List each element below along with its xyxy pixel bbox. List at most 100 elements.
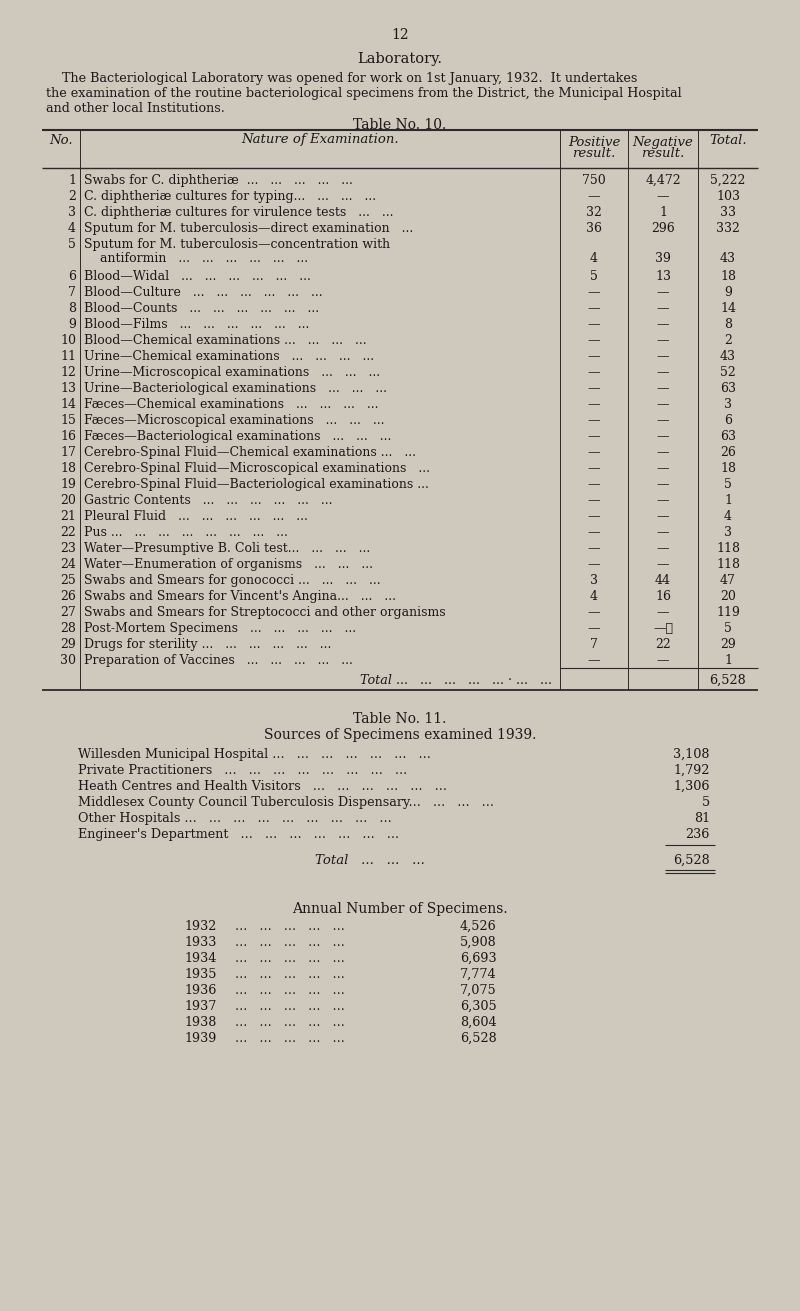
Text: —: — [657, 461, 670, 475]
Text: the examination of the routine bacteriological specimens from the District, the : the examination of the routine bacteriol… [46, 87, 682, 100]
Text: —: — [588, 399, 600, 412]
Text: —: — [657, 446, 670, 459]
Text: —: — [588, 382, 600, 395]
Text: —: — [588, 319, 600, 330]
Text: 2: 2 [68, 190, 76, 203]
Text: 6,305: 6,305 [460, 1000, 497, 1013]
Text: ...   ...   ...   ...   ...: ... ... ... ... ... [235, 1016, 345, 1029]
Text: 26: 26 [60, 590, 76, 603]
Text: ...   ...   ...   ...   ...: ... ... ... ... ... [235, 1000, 345, 1013]
Text: 33: 33 [720, 206, 736, 219]
Text: Table No. 11.: Table No. 11. [354, 712, 446, 726]
Text: Pleural Fluid   ...   ...   ...   ...   ...   ...: Pleural Fluid ... ... ... ... ... ... [84, 510, 308, 523]
Text: Positive: Positive [568, 136, 620, 149]
Text: Urine—Microscopical examinations   ...   ...   ...: Urine—Microscopical examinations ... ...… [84, 366, 380, 379]
Text: 4,526: 4,526 [460, 920, 497, 933]
Text: Engineer's Department   ...   ...   ...   ...   ...   ...   ...: Engineer's Department ... ... ... ... ..… [78, 829, 399, 840]
Text: 18: 18 [720, 270, 736, 283]
Text: 6,528: 6,528 [460, 1032, 497, 1045]
Text: ...   ...   ...   ...   ...: ... ... ... ... ... [235, 936, 345, 949]
Text: 1938: 1938 [185, 1016, 218, 1029]
Text: Swabs for C. diphtheriæ  ...   ...   ...   ...   ...: Swabs for C. diphtheriæ ... ... ... ... … [84, 174, 353, 187]
Text: and other local Institutions.: and other local Institutions. [46, 102, 225, 115]
Text: Gastric Contents   ...   ...   ...   ...   ...   ...: Gastric Contents ... ... ... ... ... ... [84, 494, 333, 507]
Text: 15: 15 [60, 414, 76, 427]
Text: 3: 3 [724, 399, 732, 412]
Text: —: — [588, 541, 600, 555]
Text: Blood—Chemical examinations ...   ...   ...   ...: Blood—Chemical examinations ... ... ... … [84, 334, 366, 347]
Text: Blood—Culture   ...   ...   ...   ...   ...   ...: Blood—Culture ... ... ... ... ... ... [84, 286, 322, 299]
Text: —: — [588, 350, 600, 363]
Text: 7: 7 [590, 638, 598, 652]
Text: Laboratory.: Laboratory. [358, 52, 442, 66]
Text: Table No. 10.: Table No. 10. [354, 118, 446, 132]
Text: 2: 2 [724, 334, 732, 347]
Text: 1933: 1933 [185, 936, 218, 949]
Text: —: — [657, 414, 670, 427]
Text: 1934: 1934 [185, 952, 218, 965]
Text: 16: 16 [60, 430, 76, 443]
Text: Willesden Municipal Hospital ...   ...   ...   ...   ...   ...   ...: Willesden Municipal Hospital ... ... ...… [78, 749, 431, 760]
Text: —: — [588, 558, 600, 572]
Text: Blood—Counts   ...   ...   ...   ...   ...   ...: Blood—Counts ... ... ... ... ... ... [84, 302, 319, 315]
Text: —: — [588, 334, 600, 347]
Text: ...   ...   ...   ...   ...: ... ... ... ... ... [235, 968, 345, 981]
Text: Swabs and Smears for Vincent's Angina...   ...   ...: Swabs and Smears for Vincent's Angina...… [84, 590, 396, 603]
Text: —: — [657, 526, 670, 539]
Text: —: — [588, 654, 600, 667]
Text: —: — [657, 334, 670, 347]
Text: —: — [588, 366, 600, 379]
Text: 13: 13 [60, 382, 76, 395]
Text: The Bacteriological Laboratory was opened for work on 1st January, 1932.  It und: The Bacteriological Laboratory was opene… [46, 72, 638, 85]
Text: 1939: 1939 [185, 1032, 218, 1045]
Text: —: — [588, 606, 600, 619]
Text: Other Hospitals ...   ...   ...   ...   ...   ...   ...   ...   ...: Other Hospitals ... ... ... ... ... ... … [78, 812, 392, 825]
Text: Water—Enumeration of organisms   ...   ...   ...: Water—Enumeration of organisms ... ... .… [84, 558, 373, 572]
Text: 18: 18 [720, 461, 736, 475]
Text: Private Practitioners   ...   ...   ...   ...   ...   ...   ...   ...: Private Practitioners ... ... ... ... ..… [78, 764, 407, 777]
Text: 1937: 1937 [185, 1000, 218, 1013]
Text: 1: 1 [68, 174, 76, 187]
Text: —: — [588, 461, 600, 475]
Text: 1: 1 [724, 654, 732, 667]
Text: 21: 21 [60, 510, 76, 523]
Text: result.: result. [572, 147, 616, 160]
Text: 6: 6 [724, 414, 732, 427]
Text: 18: 18 [60, 461, 76, 475]
Text: Blood—Widal   ...   ...   ...   ...   ...   ...: Blood—Widal ... ... ... ... ... ... [84, 270, 311, 283]
Text: —: — [657, 366, 670, 379]
Text: 119: 119 [716, 606, 740, 619]
Text: Urine—Bacteriological examinations   ...   ...   ...: Urine—Bacteriological examinations ... .… [84, 382, 387, 395]
Text: 5: 5 [724, 621, 732, 635]
Text: Nature of Examination.: Nature of Examination. [241, 134, 399, 147]
Text: 1936: 1936 [185, 985, 218, 996]
Text: 39: 39 [655, 252, 671, 265]
Text: 5: 5 [590, 270, 598, 283]
Text: Negative: Negative [633, 136, 694, 149]
Text: Heath Centres and Health Visitors   ...   ...   ...   ...   ...   ...: Heath Centres and Health Visitors ... ..… [78, 780, 447, 793]
Text: Urine—Chemical examinations   ...   ...   ...   ...: Urine—Chemical examinations ... ... ... … [84, 350, 374, 363]
Text: —: — [657, 319, 670, 330]
Text: 6: 6 [68, 270, 76, 283]
Text: Annual Number of Specimens.: Annual Number of Specimens. [292, 902, 508, 916]
Text: Total   ...   ...   ...: Total ... ... ... [315, 853, 425, 867]
Text: 8: 8 [724, 319, 732, 330]
Text: ...   ...   ...   ...   ...: ... ... ... ... ... [235, 952, 345, 965]
Text: 32: 32 [586, 206, 602, 219]
Text: 9: 9 [724, 286, 732, 299]
Text: Cerebro-Spinal Fluid—Bacteriological examinations ...: Cerebro-Spinal Fluid—Bacteriological exa… [84, 479, 429, 492]
Text: 6,528: 6,528 [674, 853, 710, 867]
Text: 8: 8 [68, 302, 76, 315]
Text: Fæces—Microscopical examinations   ...   ...   ...: Fæces—Microscopical examinations ... ...… [84, 414, 385, 427]
Text: —: — [657, 430, 670, 443]
Text: 30: 30 [60, 654, 76, 667]
Text: 24: 24 [60, 558, 76, 572]
Text: —: — [657, 494, 670, 507]
Text: 6,528: 6,528 [710, 674, 746, 687]
Text: —: — [588, 479, 600, 492]
Text: —: — [657, 654, 670, 667]
Text: 236: 236 [686, 829, 710, 840]
Text: 332: 332 [716, 222, 740, 235]
Text: Fæces—Chemical examinations   ...   ...   ...   ...: Fæces—Chemical examinations ... ... ... … [84, 399, 378, 412]
Text: —: — [588, 510, 600, 523]
